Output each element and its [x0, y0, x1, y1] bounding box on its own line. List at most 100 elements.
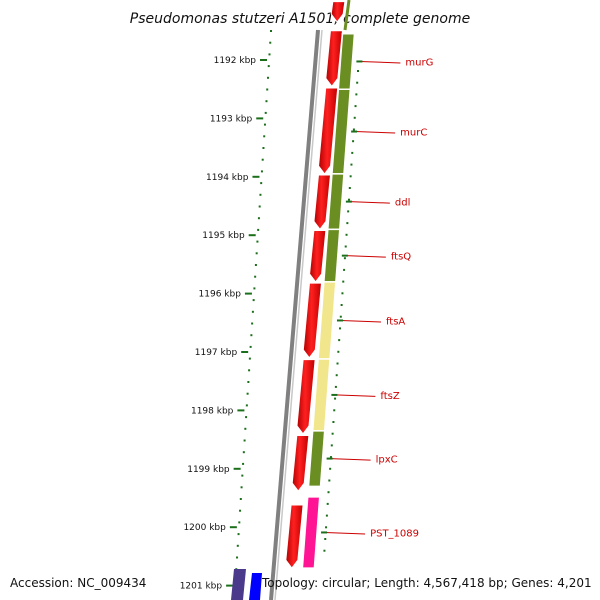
- gene-label: ddl: [395, 198, 410, 209]
- tick-label: 1194 kbp: [206, 173, 249, 183]
- tick-dot: [334, 397, 337, 400]
- tick-dot: [336, 362, 339, 365]
- gene-block: [301, 496, 321, 569]
- gene-track: [301, 32, 356, 569]
- partial-features: [231, 569, 262, 600]
- tick-dot: [268, 53, 271, 56]
- tick-dot: [242, 451, 245, 454]
- tick-dot: [342, 280, 345, 283]
- tick-dot: [244, 427, 247, 430]
- kbp-ticks: 1192 kbp 1193 kbp 1194 kbp 1195 kbp 1196 kbp…: [180, 56, 267, 592]
- tick-label: 1192 kbp: [214, 56, 257, 66]
- tick-label: 1198 kbp: [191, 406, 234, 416]
- tick-dot: [236, 556, 239, 559]
- tick-dot: [251, 310, 254, 313]
- tick-dot: [245, 404, 248, 407]
- tick-dot: [262, 147, 265, 149]
- tick-dot: [250, 334, 253, 337]
- gene-leader-line: [355, 131, 396, 134]
- tick-dot: [251, 322, 254, 325]
- tick-dot: [253, 287, 256, 290]
- tick-dot: [348, 187, 351, 189]
- tick-dot: [255, 252, 258, 255]
- partial-feature-purple: [231, 569, 246, 600]
- tick-dot: [264, 111, 267, 114]
- gene-label: murC: [400, 128, 427, 139]
- tick-dot: [356, 81, 359, 84]
- gene-label: murG: [405, 57, 433, 68]
- tick-label: 1195 kbp: [202, 231, 245, 241]
- tick-dot: [247, 381, 250, 383]
- tick-dot: [343, 268, 346, 271]
- forward-cds-arrow: [285, 504, 304, 569]
- tick-dots: [234, 30, 359, 582]
- tick-dot: [338, 339, 341, 342]
- gene-block: [307, 430, 326, 488]
- tick-dot: [254, 264, 257, 266]
- tick-dot: [238, 521, 241, 524]
- tick-dot: [350, 163, 353, 166]
- tick-dot: [351, 151, 354, 154]
- tick-dot: [325, 526, 328, 529]
- tick-dot: [337, 350, 340, 353]
- tick-dot: [329, 456, 332, 459]
- tick-dot: [330, 444, 333, 447]
- tick-label: 1193 kbp: [210, 114, 253, 124]
- accession-text: Accession: NC_009434: [10, 576, 147, 590]
- tick-dot: [252, 299, 255, 302]
- tick-dot: [240, 486, 243, 489]
- tick-dot: [257, 217, 260, 220]
- tick-dot: [239, 509, 242, 512]
- tick-dot: [352, 140, 355, 143]
- tick-dot: [331, 432, 334, 435]
- tick-dot: [266, 88, 269, 91]
- gene-labels: murG murC ddl ftsQ ftsA ftsZ lpxC PST_1089: [321, 57, 433, 539]
- backbone-line: [269, 29, 320, 600]
- tick-dot: [335, 374, 338, 377]
- gene-block: [311, 358, 331, 432]
- gene-leader-line: [340, 319, 381, 323]
- forward-cds-arrow: [318, 87, 339, 175]
- tick-dot: [354, 105, 357, 108]
- tick-dot: [349, 175, 352, 178]
- tick-dot: [324, 538, 327, 540]
- tick-dot: [323, 549, 326, 552]
- forward-cds-arrow: [302, 282, 323, 359]
- tick-dot: [333, 409, 336, 412]
- tick-dot: [265, 100, 268, 103]
- tick-dot: [236, 544, 239, 547]
- tick-dot: [339, 315, 342, 318]
- forward-cds-arrow: [291, 435, 310, 492]
- tick-dot: [258, 205, 261, 208]
- tick-dot: [263, 135, 266, 138]
- forward-cds-arrow: [313, 174, 332, 231]
- gene-track-top: [343, 0, 351, 31]
- tick-dot: [353, 116, 356, 119]
- gene-leader-line: [325, 531, 366, 535]
- gene-label: ftsZ: [380, 391, 399, 402]
- partial-feature-blue: [249, 573, 262, 600]
- tick-dot: [256, 240, 259, 243]
- tick-dot: [267, 65, 270, 68]
- tick-dot: [261, 158, 264, 161]
- tick-dot: [334, 385, 337, 388]
- tick-dot: [242, 462, 245, 465]
- tick-dot: [270, 30, 272, 32]
- tick-dot: [340, 304, 343, 306]
- tick-label: 1200 kbp: [183, 523, 226, 533]
- tick-dot: [345, 233, 348, 236]
- tick-dot: [357, 70, 359, 72]
- gene-leader-line: [345, 255, 386, 258]
- tick-dot: [269, 41, 272, 44]
- tick-dot: [327, 491, 330, 494]
- tick-dot: [249, 345, 252, 348]
- tick-dot: [347, 210, 350, 213]
- tick-dot: [254, 275, 257, 278]
- tick-dot: [343, 257, 346, 260]
- tick-dot: [341, 292, 344, 295]
- tick-dot: [260, 170, 263, 173]
- tick-dot: [237, 533, 240, 536]
- gene-leader-line: [360, 60, 401, 64]
- tick-dot: [355, 93, 358, 96]
